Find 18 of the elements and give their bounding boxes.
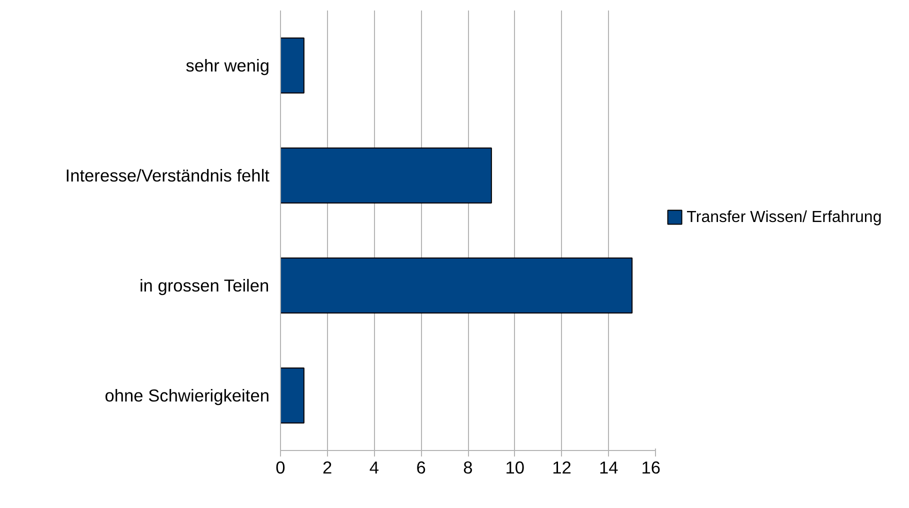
x-tick-label: 0	[276, 458, 286, 478]
x-tick-label: 8	[463, 458, 473, 478]
y-tick-label: Interesse/Verständnis fehlt	[65, 166, 270, 186]
x-tick-label: 2	[322, 458, 332, 478]
y-tick-label: sehr wenig	[186, 56, 270, 76]
bar	[280, 38, 304, 94]
x-tick-label: 4	[369, 458, 380, 478]
bar	[280, 368, 304, 424]
x-tick-label: 12	[552, 458, 572, 478]
bar	[280, 148, 492, 204]
x-tick-label: 16	[641, 458, 661, 478]
bar	[280, 258, 633, 314]
x-tick-label: 14	[598, 458, 619, 478]
y-tick-label: ohne Schwierigkeiten	[104, 386, 270, 406]
x-tick-label: 10	[505, 458, 525, 478]
x-tick-label: 6	[416, 458, 426, 478]
y-tick-label: in grossen Teilen	[139, 276, 270, 296]
legend-label: Transfer Wissen/ Erfahrung	[686, 208, 882, 226]
